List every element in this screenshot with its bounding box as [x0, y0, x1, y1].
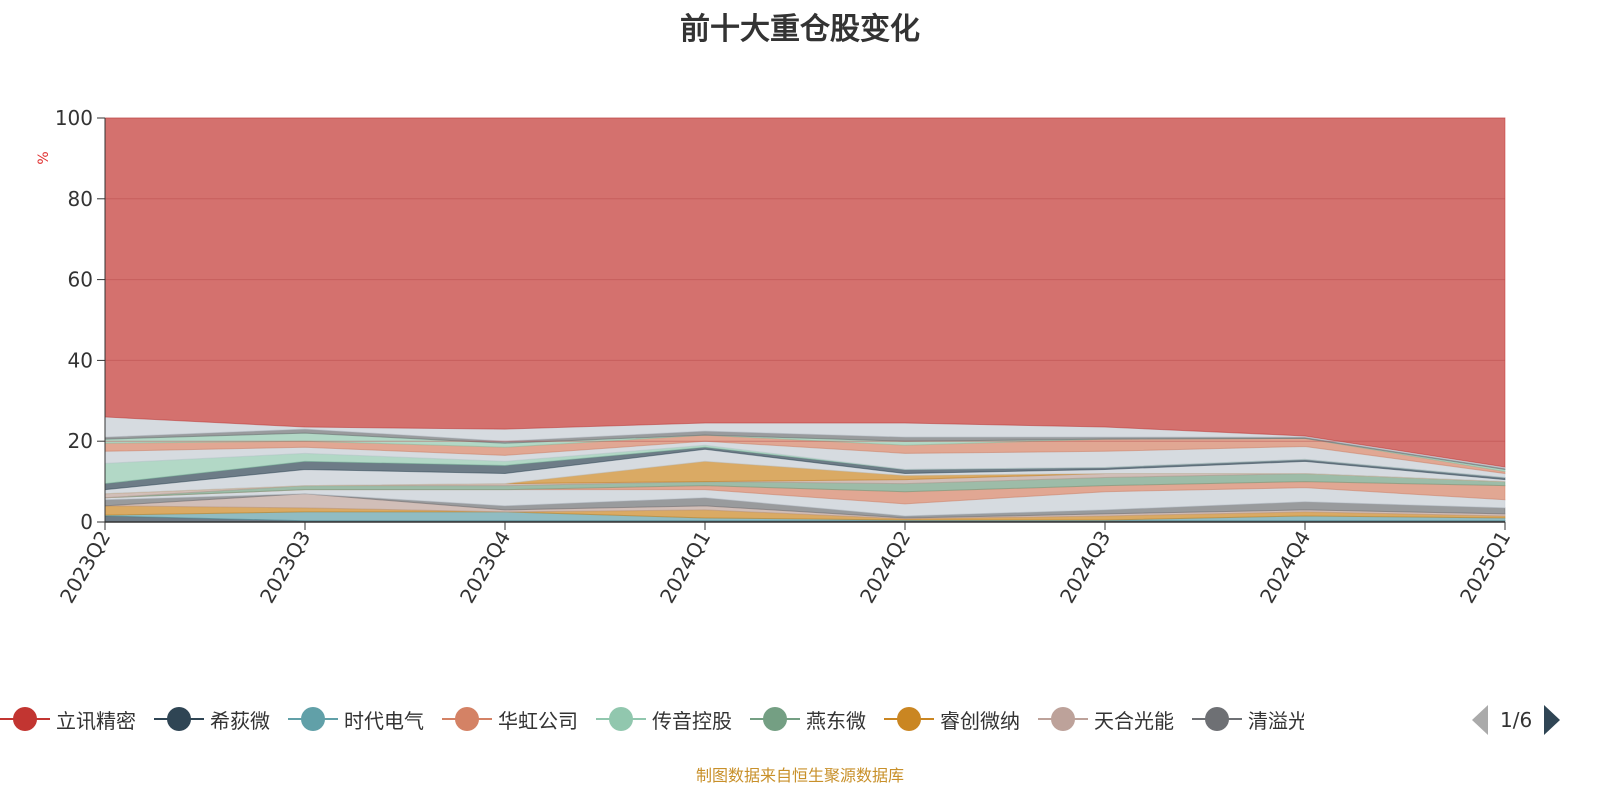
legend-item[interactable]: 华虹公司	[442, 705, 578, 734]
y-tick-label: 80	[68, 187, 93, 211]
legend-marker-icon	[1192, 707, 1242, 731]
area-series-18	[104, 117, 1506, 468]
y-tick-label: 20	[68, 429, 93, 453]
legend-label: 天合光能	[1094, 708, 1174, 733]
legend-pager: 1/6	[1472, 705, 1561, 735]
x-tick-label: 2024Q1	[655, 527, 715, 608]
legend-label: 立讯精密	[56, 708, 136, 733]
x-tick-label: 2024Q3	[1055, 527, 1115, 608]
y-tick-label: 60	[68, 268, 93, 292]
y-tick-label: 40	[68, 348, 93, 372]
legend-item[interactable]: 立讯精密	[0, 705, 136, 734]
legend-marker-icon	[884, 707, 934, 731]
x-tick-label: 2024Q2	[855, 527, 915, 608]
legend-label: 华虹公司	[498, 708, 578, 733]
legend-label: 燕东微	[806, 708, 866, 733]
x-tick-label: 2023Q2	[55, 527, 115, 608]
legend-item[interactable]: 时代电气	[288, 705, 424, 734]
legend-marker-icon	[1038, 707, 1088, 731]
legend-item[interactable]: 传音控股	[596, 705, 732, 734]
legend-prev-icon[interactable]	[1472, 705, 1488, 735]
legend-item[interactable]: 天合光能	[1038, 705, 1174, 734]
x-tick-label: 2023Q4	[455, 527, 515, 608]
legend-marker-icon	[0, 707, 50, 731]
legend-marker-icon	[442, 707, 492, 731]
legend-label: 时代电气	[344, 708, 424, 733]
legend-item[interactable]: 睿创微纳	[884, 705, 1020, 734]
legend-label: 希荻微	[210, 708, 270, 733]
legend-marker-icon	[154, 707, 204, 731]
legend-marker-icon	[288, 707, 338, 731]
legend-marker-icon	[596, 707, 646, 731]
stacked-area-chart: 0 20 40 60 80 100% 2023Q2 2023Q3 2023Q4 2024Q1 202…	[36, 106, 1515, 608]
x-tick-label: 2024Q4	[1255, 527, 1315, 608]
legend-label: 清溢光电	[1248, 708, 1304, 733]
legend-item[interactable]: 燕东微	[750, 705, 866, 734]
y-tick-label: 0	[80, 510, 93, 534]
legend-item[interactable]: 希荻微	[154, 705, 270, 734]
data-source-note: 制图数据来自恒生聚源数据库	[695, 766, 904, 785]
legend-label: 传音控股	[652, 708, 732, 733]
legend-next-icon[interactable]	[1544, 705, 1561, 735]
y-axis-label: %	[36, 151, 52, 164]
legend-page-number: 1/6	[1500, 708, 1533, 732]
legend-marker-icon	[750, 707, 800, 731]
legend-label: 睿创微纳	[940, 708, 1020, 733]
legend: 立讯精密 希荻微 时代电气 华虹公司 传音控股 燕东微 睿创微纳 天合光能 清溢光电	[0, 704, 1322, 734]
x-tick-label: 2023Q3	[255, 527, 315, 608]
chart-title: 前十大重仓股变化	[680, 12, 920, 47]
y-tick-label: 100	[55, 106, 93, 130]
legend-item[interactable]: 清溢光电	[1192, 705, 1304, 734]
x-tick-label: 2025Q1	[1455, 527, 1515, 608]
